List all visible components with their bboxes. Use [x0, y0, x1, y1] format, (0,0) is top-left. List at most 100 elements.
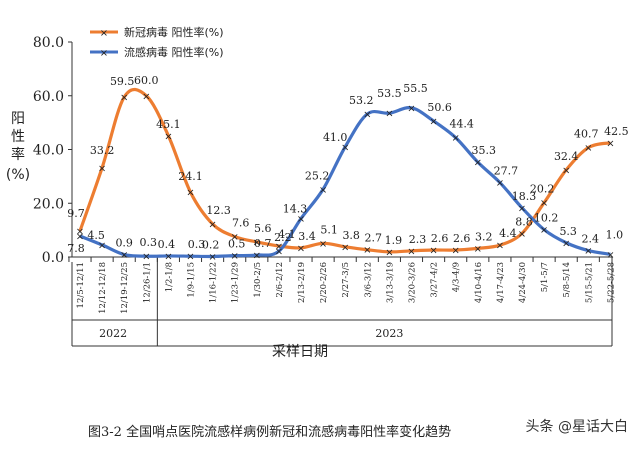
marker-covid: ×	[208, 219, 216, 230]
data-label-flu: 41.0	[323, 131, 348, 144]
x-category-label: 1/2-1/8	[164, 262, 174, 292]
data-label-flu: 25.2	[305, 169, 330, 182]
x-category-label: 1/23-1/29	[231, 262, 241, 303]
marker-covid: ×	[275, 241, 283, 252]
data-label-covid: 9.7	[67, 207, 85, 220]
marker-flu: ×	[385, 109, 393, 120]
marker-flu: ×	[540, 225, 548, 236]
data-label-flu: 4.5	[87, 229, 105, 242]
y-tick-label: 80.0	[33, 35, 64, 51]
marker-flu: ×	[319, 185, 327, 196]
line-flu	[79, 106, 611, 259]
x-category-label: 4/10-4/16	[474, 262, 484, 303]
x-category-label: 12/5-12/11	[76, 262, 86, 308]
data-label-flu: 2.4	[582, 233, 600, 246]
data-label-covid: 1.9	[385, 234, 403, 247]
data-label-covid: 32.4	[554, 150, 579, 163]
svg-text:性: 性	[11, 129, 25, 145]
data-label-covid: 7.6	[232, 217, 250, 230]
marker-flu: ×	[474, 158, 482, 169]
marker-flu: ×	[208, 252, 216, 263]
marker-covid: ×	[231, 232, 239, 243]
marker-covid: ×	[385, 247, 393, 258]
marker-covid: ×	[98, 163, 106, 174]
x-category-label: 2/13-2/19	[297, 262, 307, 303]
data-label-covid: 4.4	[499, 227, 517, 240]
data-label-covid: 2.6	[431, 232, 449, 245]
data-label-covid: 12.3	[206, 204, 231, 217]
marker-flu: ×	[186, 252, 194, 263]
marker-covid: ×	[496, 241, 504, 252]
year-label: 2023	[375, 327, 403, 340]
x-category-label: 3/27-4/2	[430, 262, 440, 298]
data-label-flu: 18.3	[512, 190, 537, 203]
marker-covid: ×	[606, 138, 614, 149]
marker-covid: ×	[407, 246, 415, 257]
x-category-label: 5/1-5/7	[540, 262, 550, 292]
data-label-covid: 5.6	[254, 222, 272, 235]
marker-covid: ×	[297, 243, 305, 254]
marker-flu: ×	[142, 252, 150, 263]
svg-text:(%): (%)	[6, 167, 30, 183]
legend-flu-marker: ×	[100, 48, 108, 59]
marker-covid: ×	[474, 244, 482, 255]
data-label-covid: 2.6	[453, 232, 471, 245]
marker-flu: ×	[562, 238, 570, 249]
data-label-flu: 0.3	[140, 236, 158, 249]
marker-flu: ×	[275, 247, 283, 258]
data-label-flu: 44.4	[449, 118, 474, 131]
marker-covid: ×	[341, 242, 349, 253]
marker-covid: ×	[186, 188, 194, 199]
x-category-label: 2/6-2/12	[275, 262, 285, 298]
data-label-covid: 4.1	[278, 228, 296, 241]
x-category-label: 3/6-3/12	[363, 262, 373, 298]
y-tick-label: 40.0	[33, 143, 64, 159]
x-category-label: 5/22-5/28	[606, 262, 616, 303]
marker-flu: ×	[341, 142, 349, 153]
y-tick-labels: 0.0 20.0 40.0 60.0 80.0	[33, 35, 72, 266]
marker-covid: ×	[164, 131, 172, 142]
data-label-flu: 5.3	[559, 225, 577, 238]
data-label-flu: 55.5	[403, 82, 428, 95]
legend-covid-label: 新冠病毒 阳性率(%)	[124, 25, 224, 39]
data-labels-flu: 7.84.50.9 0.3 0.4 0.30.2 0.5 0.7 2.214.325.241…	[67, 82, 623, 255]
marker-flu: ×	[407, 103, 415, 114]
data-label-flu: 10.2	[534, 212, 559, 225]
marker-covid: ×	[540, 198, 548, 209]
data-label-covid: 2.3	[409, 233, 427, 246]
marker-covid: ×	[76, 226, 84, 237]
y-tick-label: 60.0	[33, 89, 64, 105]
data-label-flu: 0.7	[254, 237, 272, 250]
x-category-label: 12/19-12/25	[120, 262, 130, 314]
x-category-label: 1/16-1/22	[209, 262, 219, 303]
chart-caption: 图3-2 全国哨点医院流感样病例新冠和流感病毒阳性率变化趋势	[88, 424, 451, 440]
x-category-label: 4/17-4/23	[496, 262, 506, 303]
data-label-flu: 1.0	[606, 228, 624, 241]
data-label-flu: 0.5	[228, 238, 246, 251]
data-labels-covid: 9.7 33.2 59.5 60.0 45.1 24.1 12.37.6 5.6 4.1 3.4 5…	[67, 74, 628, 247]
data-label-flu: 50.6	[427, 101, 452, 114]
x-category-label: 1/30-2/5	[253, 262, 263, 298]
legend-flu-label: 流感病毒 阳性率(%)	[124, 45, 224, 59]
data-label-flu: 7.8	[67, 242, 85, 255]
series-covid: ××× ××××× × × × × × × × × × × × ××××× ×	[76, 87, 615, 258]
marker-flu: ×	[98, 240, 106, 251]
x-category-label: 3/13-3/19	[385, 262, 395, 303]
y-axis-title: 阳 性 率 (%)	[6, 111, 30, 183]
year-group-box: 2022 2023	[71, 257, 613, 347]
data-label-covid: 20.2	[530, 183, 555, 196]
watermark: 头条 @星话大白	[526, 418, 628, 435]
x-category-label: 4/3-4/9	[452, 262, 462, 292]
marker-flu: ×	[518, 203, 526, 214]
data-label-covid: 45.1	[156, 118, 181, 131]
svg-text:阳: 阳	[11, 111, 25, 127]
x-category-label: 1/9-1/15	[187, 262, 197, 298]
data-label-flu: 0.3	[188, 238, 206, 251]
year-label: 2022	[99, 327, 127, 340]
data-label-flu: 0.9	[115, 237, 133, 250]
x-category-label: 5/8-5/14	[562, 262, 572, 298]
x-category-label: 4/24-4/30	[518, 262, 528, 303]
marker-covid: ×	[120, 93, 128, 104]
